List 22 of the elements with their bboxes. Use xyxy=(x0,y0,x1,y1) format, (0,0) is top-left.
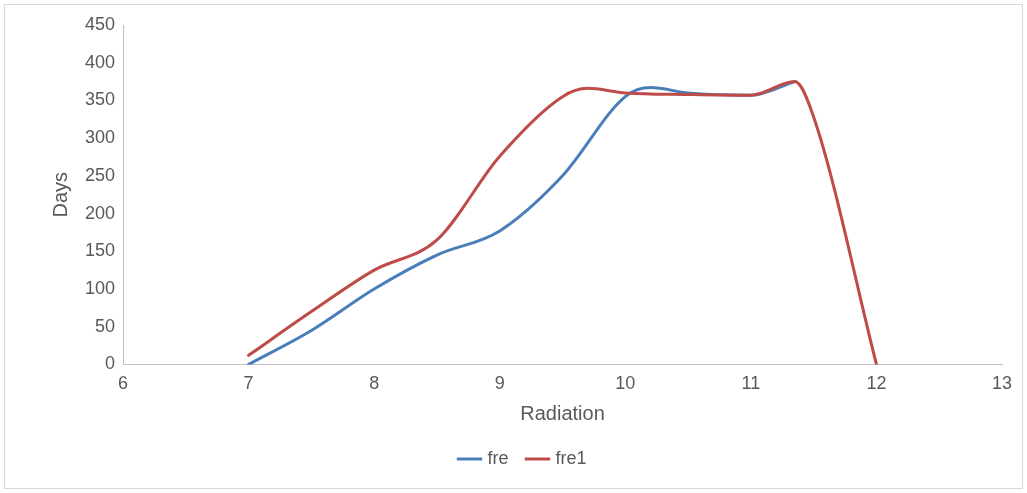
x-tick-label: 8 xyxy=(369,373,380,394)
x-tick-label: 7 xyxy=(243,373,254,394)
y-tick-label: 300 xyxy=(84,127,116,148)
legend-label: fre xyxy=(487,447,509,468)
y-tick-label: 200 xyxy=(84,202,116,223)
y-tick-label: 250 xyxy=(84,164,116,185)
y-tick-label: 400 xyxy=(84,51,116,72)
y-tick-label: 50 xyxy=(95,315,116,336)
x-tick-label: 13 xyxy=(991,373,1013,394)
y-tick-label: 150 xyxy=(84,240,116,261)
x-tick-label: 12 xyxy=(866,373,887,394)
x-tick-label: 6 xyxy=(118,373,129,394)
x-tick-label: 9 xyxy=(494,373,505,394)
x-tick-label: 11 xyxy=(741,373,761,394)
legend-label: fre1 xyxy=(555,447,587,468)
y-tick-label: 100 xyxy=(84,277,116,298)
y-tick-label: 0 xyxy=(105,353,116,374)
y-tick-label: 450 xyxy=(84,13,116,34)
x-axis-title: Radiation xyxy=(520,401,605,424)
y-axis-title: Days xyxy=(48,171,71,218)
y-tick-label: 350 xyxy=(84,89,116,110)
x-tick-label: 10 xyxy=(615,373,636,394)
